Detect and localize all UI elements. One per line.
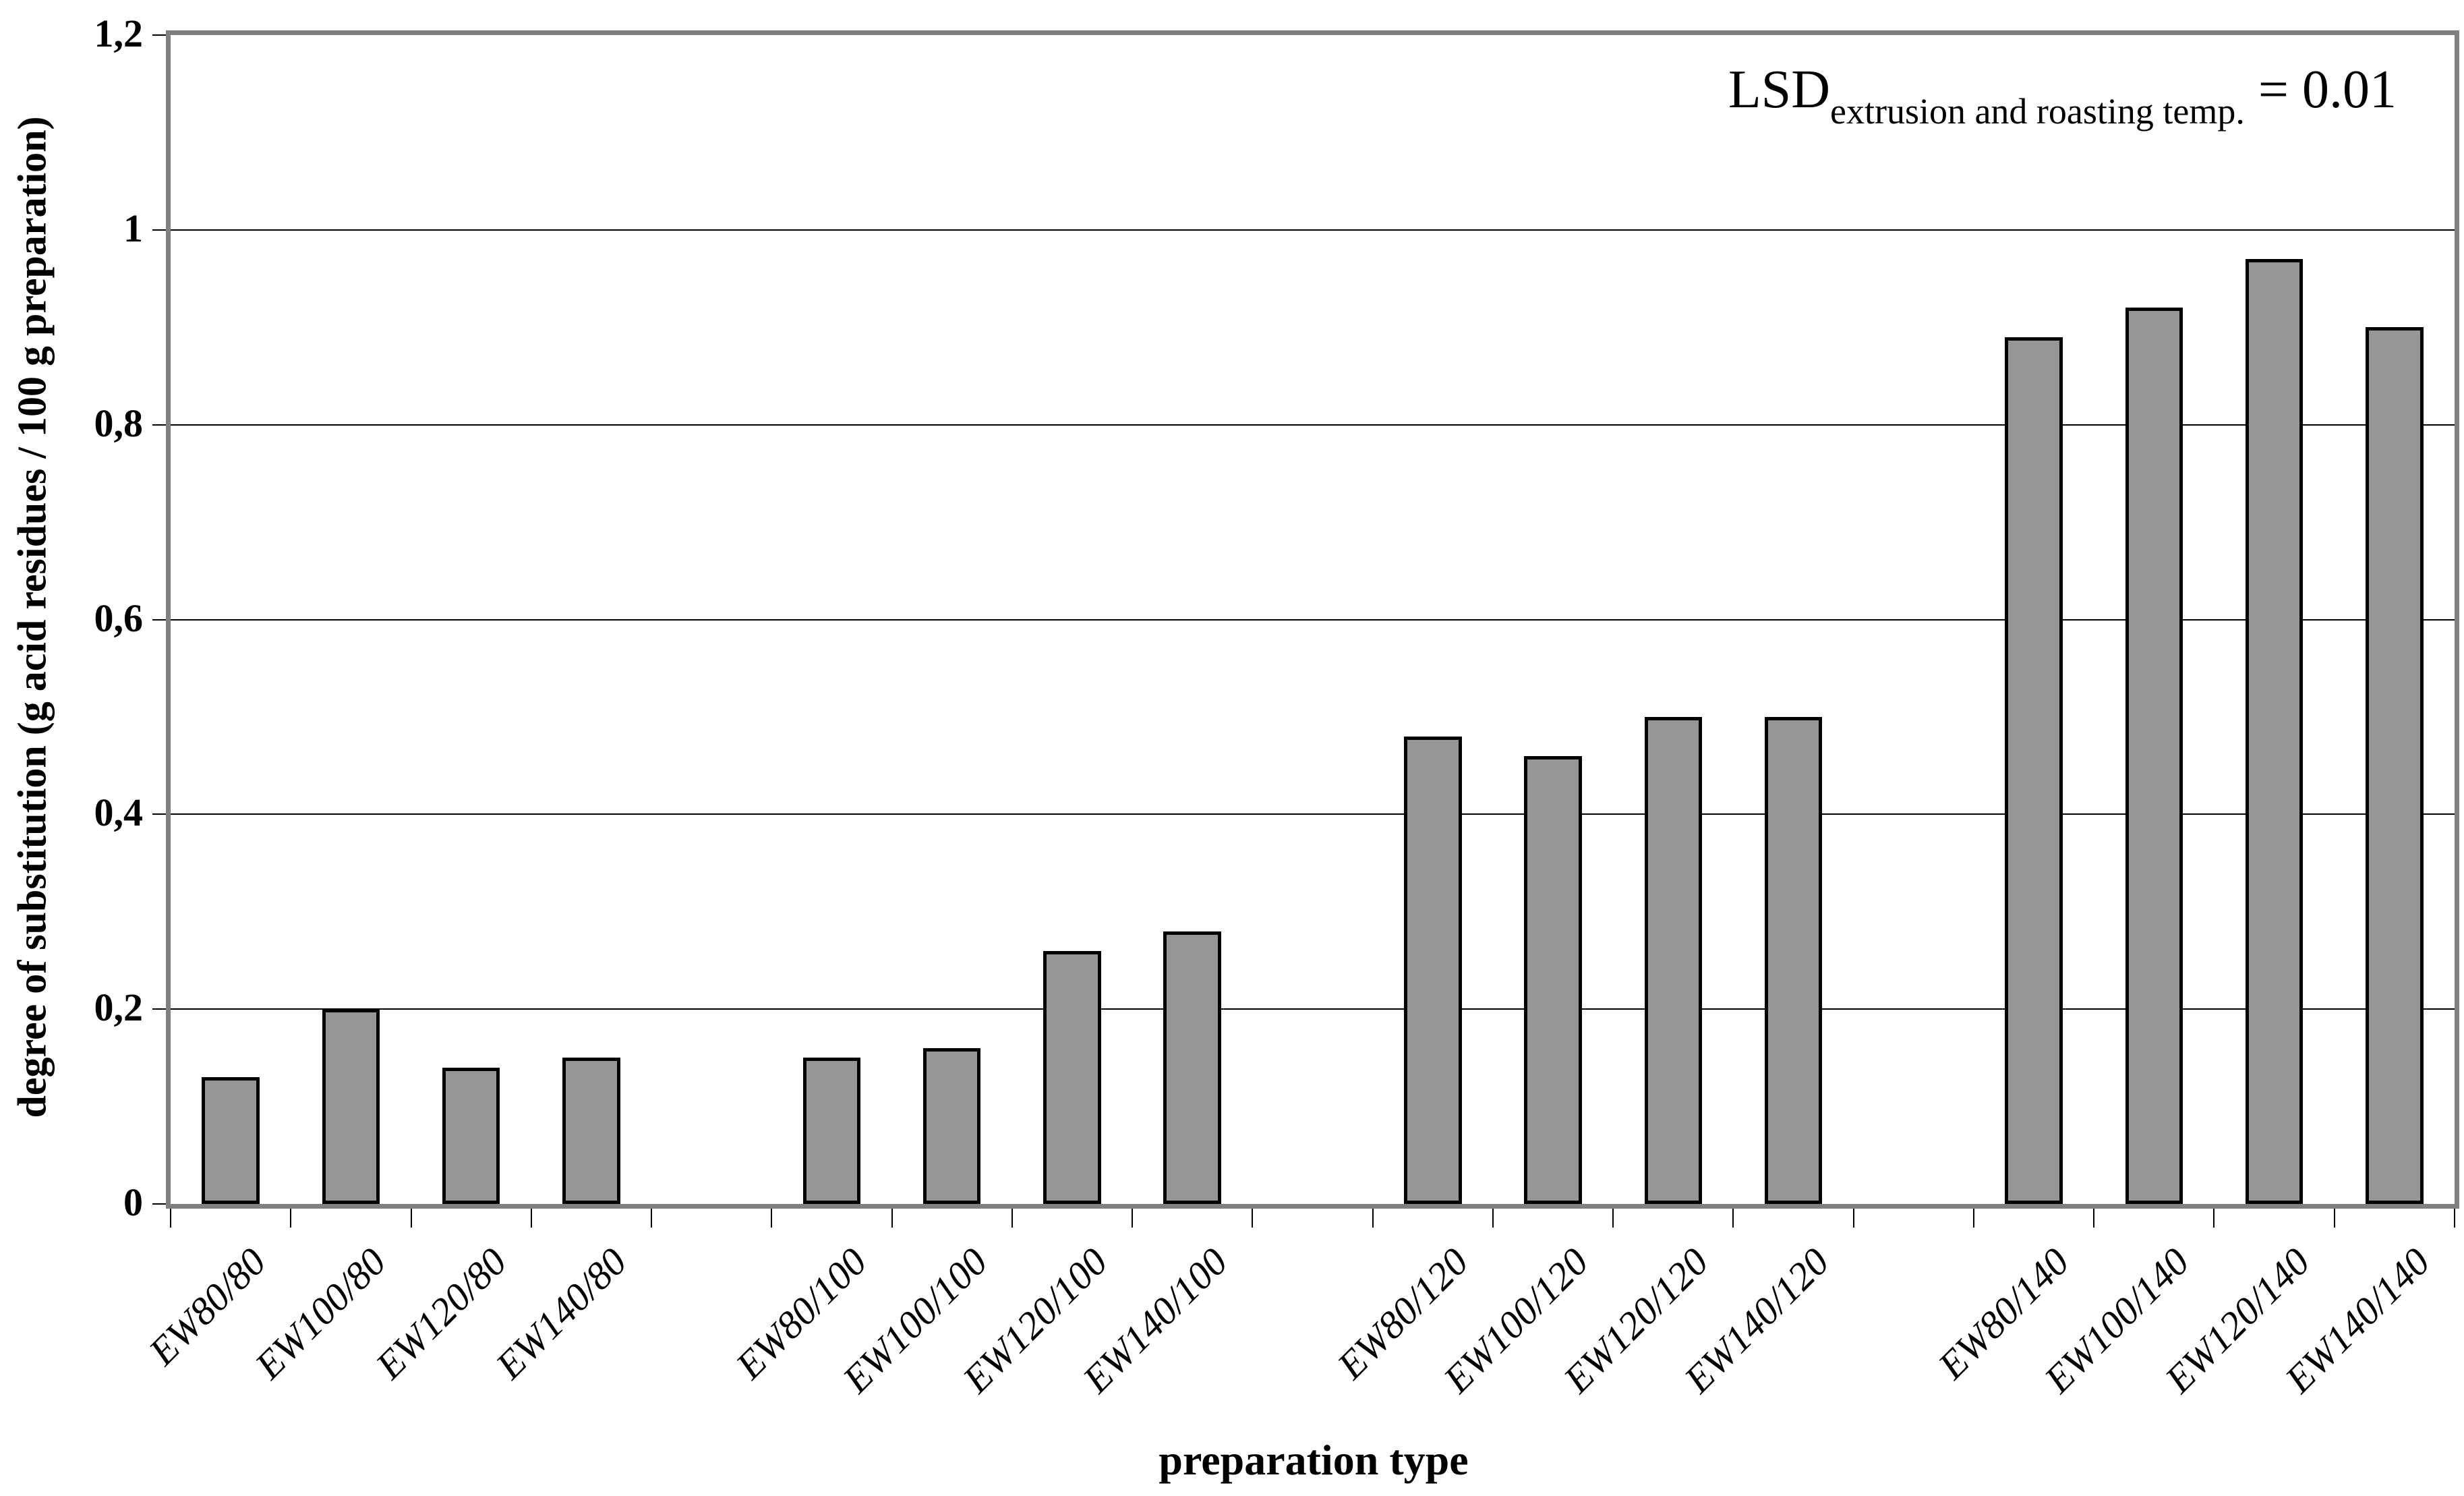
- bar-EW100/80: [322, 1009, 380, 1204]
- x-tick-18: [2333, 1209, 2335, 1228]
- y-tick-0,4: [152, 813, 166, 815]
- bar-EW80/140: [2005, 337, 2063, 1204]
- y-tick-label-1,2: 1,2: [94, 11, 144, 55]
- x-tick-10: [1372, 1209, 1374, 1228]
- bar-EW140/100: [1163, 931, 1222, 1204]
- x-tick-4: [651, 1209, 653, 1228]
- x-tick-13: [1732, 1209, 1734, 1228]
- y-tick-label-1: 1: [123, 206, 143, 250]
- x-tick-8: [1132, 1209, 1134, 1228]
- gridline-0,8: [171, 424, 2455, 426]
- y-tick-1,2: [152, 34, 166, 36]
- x-tick-19: [2454, 1209, 2455, 1228]
- y-tick-label-0,2: 0,2: [94, 985, 144, 1029]
- bar-EW140/140: [2366, 327, 2424, 1204]
- lsd-annotation-subscript: extrusion and roasting temp.: [1829, 91, 2245, 132]
- y-tick-1: [152, 229, 166, 231]
- bar-EW120/100: [1043, 950, 1101, 1204]
- x-tick-14: [1852, 1209, 1854, 1228]
- x-tick-12: [1612, 1209, 1614, 1228]
- x-tick-5: [771, 1209, 773, 1228]
- bar-EW100/100: [922, 1047, 981, 1204]
- y-tick-label-0,4: 0,4: [94, 790, 144, 835]
- x-tick-label-EW120/80: EW120/80: [367, 1239, 515, 1387]
- bar-EW140/80: [562, 1058, 620, 1204]
- bar-EW140/120: [1764, 716, 1823, 1204]
- x-tick-11: [1492, 1209, 1494, 1228]
- y-axis-title: degree of substitution (g acid residues …: [9, 116, 55, 1118]
- gridline-0,2: [171, 1008, 2455, 1010]
- bar-EW120/80: [442, 1067, 500, 1204]
- lsd-annotation-prefix: LSD: [1728, 60, 1830, 119]
- plot-area: [166, 30, 2459, 1209]
- lsd-annotation-value: = 0.01: [2244, 60, 2397, 119]
- y-tick-label-0,6: 0,6: [94, 596, 144, 640]
- bar-EW120/120: [1644, 716, 1703, 1204]
- y-tick-0: [152, 1203, 166, 1205]
- y-tick-0,8: [152, 424, 166, 426]
- bar-EW80/100: [802, 1058, 861, 1204]
- bar-EW100/120: [1524, 755, 1582, 1204]
- x-tick-16: [2093, 1209, 2095, 1228]
- y-tick-label-0: 0: [123, 1180, 143, 1224]
- x-tick-3: [530, 1209, 532, 1228]
- x-tick-label-EW100/80: EW100/80: [246, 1239, 395, 1387]
- bar-EW80/120: [1403, 736, 1462, 1204]
- x-tick-6: [891, 1209, 893, 1228]
- lsd-annotation: LSDextrusion and roasting temp. = 0.01: [1728, 59, 2397, 132]
- gridline-0,6: [171, 618, 2455, 621]
- x-tick-9: [1252, 1209, 1254, 1228]
- x-tick-17: [2213, 1209, 2215, 1228]
- bar-EW100/140: [2125, 308, 2183, 1204]
- x-tick-2: [410, 1209, 412, 1228]
- bar-EW80/80: [202, 1077, 260, 1204]
- x-tick-1: [290, 1209, 292, 1228]
- x-tick-15: [1972, 1209, 1974, 1228]
- x-tick-label-EW140/80: EW140/80: [487, 1239, 635, 1387]
- gridline-1: [171, 229, 2455, 231]
- y-tick-0,6: [152, 618, 166, 621]
- bar-EW120/140: [2245, 259, 2304, 1204]
- gridline-0,4: [171, 813, 2455, 815]
- y-tick-0,2: [152, 1008, 166, 1010]
- y-tick-label-0,8: 0,8: [94, 401, 144, 445]
- x-tick-7: [1011, 1209, 1013, 1228]
- x-axis-title: preparation type: [1158, 1436, 1469, 1484]
- x-tick-0: [170, 1209, 171, 1228]
